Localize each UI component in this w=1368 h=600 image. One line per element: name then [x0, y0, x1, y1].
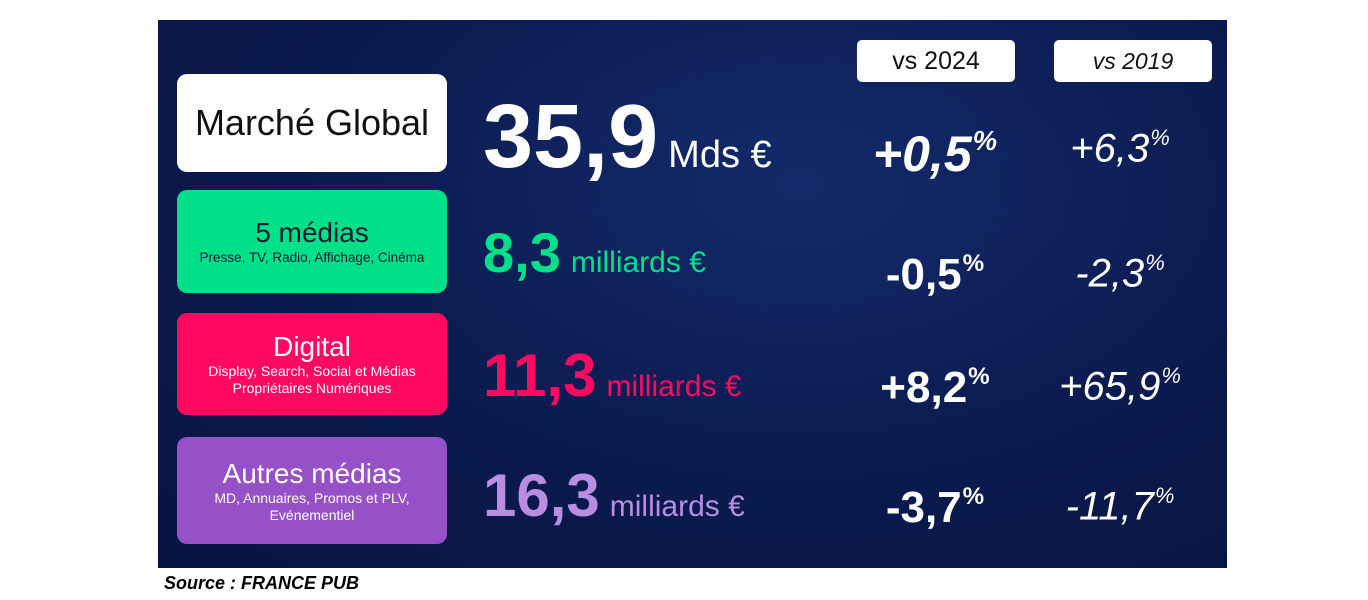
category-sublabel: Display, Search, Social et Médias Propri… [208, 363, 416, 396]
category-box: 5 médias Presse, TV, Radio, Affichage, Ci… [177, 190, 447, 293]
percent-sign: % [1154, 483, 1175, 508]
category-sublabel: Presse, TV, Radio, Affichage, Cinéma [199, 250, 425, 265]
category-label: Digital [273, 331, 351, 362]
category-label: Autres médias [222, 457, 402, 489]
change-value: +0,5 [872, 126, 972, 182]
percent-sign: % [962, 483, 985, 510]
change-value: +65,9 [1059, 364, 1161, 409]
change: +65,9% [1059, 363, 1181, 410]
category-sublabel: MD, Annuaires, Promos et PLV, Evénementi… [214, 489, 410, 523]
value-number: 35,9 [483, 87, 659, 187]
value: 11,3 milliards € [483, 346, 742, 417]
value: 8,3 milliards € [483, 225, 706, 291]
value-number: 8,3 [483, 221, 561, 284]
change-value: -11,7 [1065, 484, 1154, 529]
value: 35,9 Mds € [483, 92, 772, 200]
column-header: vs 2024 [857, 40, 1015, 82]
category-label: Marché Global [194, 102, 430, 143]
percent-sign: % [1161, 363, 1181, 388]
value-number: 11,3 [483, 342, 597, 409]
category-box: Marché Global [177, 74, 447, 172]
percent-sign: % [968, 363, 990, 390]
change-value: +6,3 [1070, 126, 1150, 171]
value-unit: milliards € [606, 370, 742, 403]
change-value: -2,3 [1075, 251, 1145, 296]
value-unit: milliards € [570, 246, 706, 279]
value-number: 16,3 [483, 462, 600, 529]
percent-sign: % [1145, 250, 1165, 275]
change-value: -0,5 [885, 250, 962, 300]
change: +6,3% [1070, 125, 1170, 172]
value-unit: milliards € [609, 490, 745, 523]
change: -2,3% [1075, 250, 1165, 297]
category-label: 5 médias [255, 217, 369, 248]
change: -0,5% [886, 250, 984, 300]
column-header: vs 2019 [1054, 40, 1212, 82]
change-value: -3,7 [885, 483, 962, 533]
change: +0,5% [873, 125, 997, 183]
value-unit: Mds € [668, 134, 772, 176]
panel: vs 2024 vs 2019 Marché Global 35,9 Mds € +0… [158, 20, 1227, 568]
category-box: Digital Display, Search, Social et Médias… [177, 313, 447, 415]
percent-sign: % [1150, 125, 1170, 150]
change: -3,7% [886, 483, 984, 533]
source: Source : FRANCE PUB [164, 573, 360, 593]
change: +8,2% [880, 363, 989, 413]
change: -11,7% [1066, 483, 1175, 530]
percent-sign: % [972, 125, 998, 157]
percent-sign: % [962, 250, 985, 277]
category-box: Autres médias MD, Annuaires, Promos et PL… [177, 437, 447, 544]
value: 16,3 milliards € [483, 466, 745, 537]
change-value: +8,2 [880, 363, 968, 413]
